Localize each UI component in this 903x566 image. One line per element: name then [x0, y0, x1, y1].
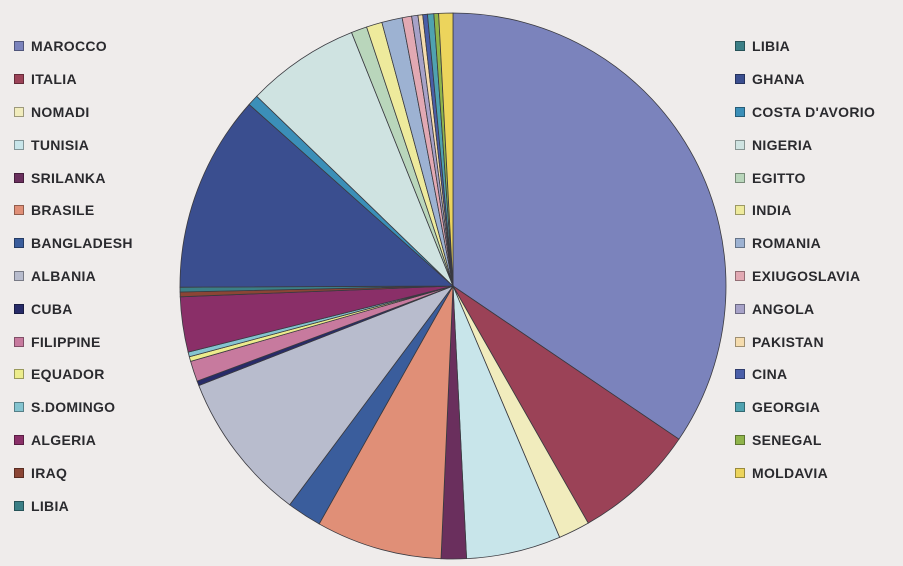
- legend-label: MAROCCO: [31, 38, 107, 55]
- legend-item-angola: ANGOLA: [735, 292, 875, 325]
- legend-item-bangladesh: BANGLADESH: [14, 227, 133, 260]
- legend-left: MAROCCO ITALIA NOMADI TUNISIA SRILANKA BRASIL…: [14, 30, 133, 522]
- legend-swatch: [735, 402, 745, 413]
- legend-item-egitto: EGITTO: [735, 161, 875, 194]
- legend-label: IRAQ: [31, 464, 68, 481]
- legend-swatch: [735, 369, 745, 380]
- legend-item-nomadi: NOMADI: [14, 96, 133, 129]
- legend-swatch: [14, 139, 24, 150]
- pie-slice-nigeria: [256, 32, 454, 287]
- legend-item-libia: LIBIA: [14, 489, 133, 522]
- legend-label: SENEGAL: [752, 431, 822, 448]
- legend-label: GHANA: [752, 71, 805, 88]
- legend-swatch: [14, 500, 24, 511]
- legend-label: COSTA D'AVORIO: [752, 103, 876, 120]
- pie-slice-ghana: [179, 103, 455, 288]
- legend-label: TUNISIA: [31, 136, 90, 153]
- legend-swatch: [14, 205, 24, 216]
- legend-swatch: [14, 369, 24, 380]
- legend-label: ROMANIA: [752, 235, 821, 252]
- pie-slice-italia: [452, 285, 680, 524]
- legend-label: BANGLADESH: [31, 235, 133, 252]
- legend-item-nigeria: NIGERIA: [735, 128, 875, 161]
- legend-label: ALBANIA: [31, 267, 97, 284]
- legend-label: CUBA: [31, 300, 73, 317]
- legend-swatch: [735, 270, 745, 281]
- legend-item-srilanka: SRILANKA: [14, 161, 133, 194]
- legend-swatch: [735, 303, 745, 314]
- legend-swatch: [735, 238, 745, 249]
- legend-label: LIBIA: [31, 497, 70, 514]
- legend-item-india: INDIA: [735, 194, 875, 227]
- legend-swatch: [735, 172, 745, 183]
- legend-item-costa-d-avorio: COSTA D'AVORIO: [735, 96, 875, 129]
- legend-item-libia: LIBIA: [735, 30, 875, 63]
- legend-label: S.DOMINGO: [31, 399, 116, 416]
- legend-swatch: [14, 238, 24, 249]
- legend-item-moldavia: MOLDAVIA: [735, 456, 875, 489]
- legend-label: GEORGIA: [752, 399, 821, 416]
- legend-item-tunisia: TUNISIA: [14, 128, 133, 161]
- pie-slice-marocco: [452, 12, 727, 440]
- legend-swatch: [14, 467, 24, 478]
- legend-label: NOMADI: [31, 103, 90, 120]
- pie-slice-brasile: [318, 285, 454, 560]
- legend-swatch: [735, 41, 745, 52]
- legend-swatch: [14, 172, 24, 183]
- legend-swatch: [14, 303, 24, 314]
- legend-item-albania: ALBANIA: [14, 260, 133, 293]
- legend-swatch: [14, 336, 24, 347]
- legend-label: MOLDAVIA: [752, 464, 829, 481]
- pie-slice-moldavia: [438, 12, 454, 287]
- legend-swatch: [735, 336, 745, 347]
- legend-swatch: [735, 106, 745, 117]
- pie-slice-albania: [198, 285, 455, 506]
- legend-item-equador: EQUADOR: [14, 358, 133, 391]
- legend-item-italia: ITALIA: [14, 63, 133, 96]
- legend-item-ghana: GHANA: [735, 63, 875, 96]
- legend-item-cina: CINA: [735, 358, 875, 391]
- legend-label: EXIUGOSLAVIA: [752, 267, 861, 284]
- legend-swatch: [14, 74, 24, 85]
- legend-item-marocco: MAROCCO: [14, 30, 133, 63]
- legend-label: BRASILE: [31, 202, 95, 219]
- legend-swatch: [14, 402, 24, 413]
- legend-item-iraq: IRAQ: [14, 456, 133, 489]
- legend-label: ALGERIA: [31, 431, 97, 448]
- legend-item-algeria: ALGERIA: [14, 424, 133, 457]
- legend-item-georgia: GEORGIA: [735, 391, 875, 424]
- legend-swatch: [735, 467, 745, 478]
- legend-label: EQUADOR: [31, 366, 105, 383]
- legend-swatch: [14, 434, 24, 445]
- legend-item-exiugoslavia: EXIUGOSLAVIA: [735, 260, 875, 293]
- legend-swatch: [735, 205, 745, 216]
- legend-label: NIGERIA: [752, 136, 813, 153]
- legend-label: ANGOLA: [752, 300, 815, 317]
- legend-label: ITALIA: [31, 71, 77, 88]
- legend-label: FILIPPINE: [31, 333, 101, 350]
- legend-item-filippine: FILIPPINE: [14, 325, 133, 358]
- legend-item-romania: ROMANIA: [735, 227, 875, 260]
- legend-swatch: [735, 139, 745, 150]
- legend-swatch: [14, 41, 24, 52]
- legend-label: EGITTO: [752, 169, 806, 186]
- legend-label: INDIA: [752, 202, 792, 219]
- legend-right: LIBIA GHANA COSTA D'AVORIO NIGERIA EGITTO IND…: [735, 30, 875, 489]
- legend-swatch: [735, 74, 745, 85]
- legend-label: LIBIA: [752, 38, 791, 55]
- legend-label: SRILANKA: [31, 169, 106, 186]
- legend-item-cuba: CUBA: [14, 292, 133, 325]
- legend-item-brasile: BRASILE: [14, 194, 133, 227]
- legend-label: CINA: [752, 366, 788, 383]
- legend-swatch: [14, 270, 24, 281]
- legend-item-s-domingo: S.DOMINGO: [14, 391, 133, 424]
- legend-item-senegal: SENEGAL: [735, 424, 875, 457]
- legend-label: PAKISTAN: [752, 333, 824, 350]
- legend-swatch: [14, 106, 24, 117]
- legend-swatch: [735, 434, 745, 445]
- legend-item-pakistan: PAKISTAN: [735, 325, 875, 358]
